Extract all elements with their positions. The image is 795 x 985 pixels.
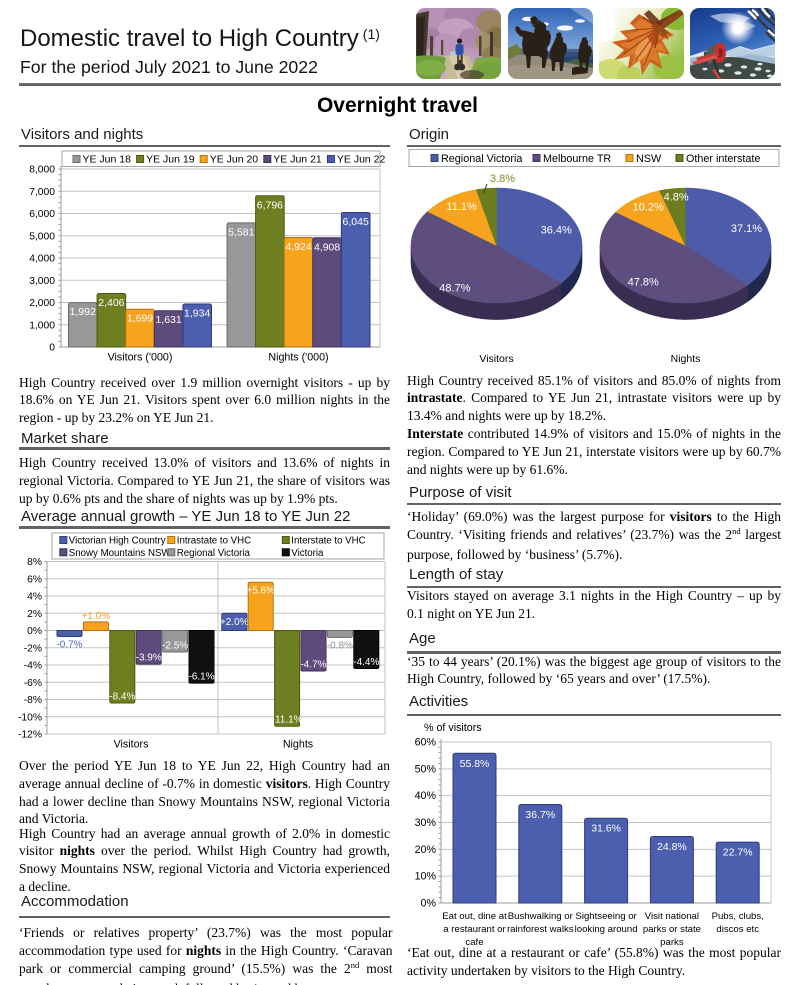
svg-text:10%: 10% [415,871,437,883]
svg-text:2,000: 2,000 [29,298,55,309]
svg-text:YE Jun 19: YE Jun 19 [146,154,195,166]
svg-text:Intrastate to VHC: Intrastate to VHC [177,536,251,547]
svg-text:a restaurant or: a restaurant or [443,924,506,935]
svg-text:36.7%: 36.7% [525,809,555,821]
svg-text:looking around: looking around [575,924,638,935]
svg-text:30%: 30% [415,817,437,829]
svg-text:5,581: 5,581 [228,226,254,238]
svg-text:4%: 4% [27,592,42,603]
svg-text:Nights: Nights [671,353,701,365]
svg-text:1,631: 1,631 [155,314,181,326]
svg-text:-4.7%: -4.7% [300,660,326,671]
svg-text:+1.0%: +1.0% [82,611,111,622]
svg-text:6,796: 6,796 [257,199,283,211]
svg-text:-12%: -12% [18,730,42,741]
svg-text:Regional Victoria: Regional Victoria [177,548,251,559]
svg-text:YE Jun 21: YE Jun 21 [273,154,322,166]
svg-text:+2.0%: +2.0% [220,617,249,628]
svg-text:-4%: -4% [24,661,42,672]
svg-text:Visitors: Visitors [479,353,513,365]
svg-text:Eat out, dine at: Eat out, dine at [442,911,507,922]
svg-text:2%: 2% [27,609,42,620]
svg-text:3,000: 3,000 [29,276,55,287]
svg-text:6%: 6% [27,574,42,585]
svg-text:-2%: -2% [24,643,42,654]
svg-text:4,924: 4,924 [285,241,311,253]
svg-text:-8%: -8% [24,695,42,706]
svg-text:-6%: -6% [24,678,42,689]
svg-text:Victorian High Country: Victorian High Country [69,536,166,547]
svg-text:-0.7%: -0.7% [56,640,82,651]
svg-text:60%: 60% [415,737,437,749]
svg-text:-4.4%: -4.4% [353,657,379,668]
svg-text:55.8%: 55.8% [460,758,490,770]
svg-text:11.1%: 11.1% [446,201,477,213]
svg-text:YE Jun 18: YE Jun 18 [83,154,132,166]
svg-text:-2.5%: -2.5% [162,641,188,652]
svg-text:Bushwalking or: Bushwalking or [508,911,574,922]
svg-text:-0.8%: -0.8% [327,640,353,651]
svg-text:Victoria: Victoria [291,548,324,559]
svg-text:Visitors ('000): Visitors ('000) [108,352,173,364]
svg-text:+5.6%: +5.6% [246,586,275,597]
svg-text:cafe: cafe [465,937,483,948]
svg-text:parks or state: parks or state [643,924,701,935]
svg-text:-6.1%: -6.1% [188,672,214,683]
svg-text:10.2%: 10.2% [633,202,664,214]
svg-text:1,699: 1,699 [127,313,153,325]
svg-text:6,045: 6,045 [343,216,369,228]
svg-text:4.8%: 4.8% [664,192,689,204]
svg-text:% of visitors: % of visitors [424,722,482,734]
svg-text:Nights ('000): Nights ('000) [268,352,328,364]
svg-text:NSW: NSW [636,153,662,165]
svg-text:6,000: 6,000 [29,209,55,220]
svg-text:24.8%: 24.8% [657,841,687,853]
svg-text:50%: 50% [415,763,437,775]
svg-text:0%: 0% [421,898,437,910]
svg-text:4,000: 4,000 [29,254,55,265]
svg-text:Regional Victoria: Regional Victoria [441,153,522,165]
svg-text:36.4%: 36.4% [541,225,572,237]
svg-text:YE Jun 22: YE Jun 22 [337,154,386,166]
svg-text:1,992: 1,992 [70,306,96,318]
svg-text:Other interstate: Other interstate [686,153,760,165]
svg-text:1,934: 1,934 [184,307,210,319]
svg-text:31.6%: 31.6% [591,823,621,835]
svg-text:1,000: 1,000 [29,320,55,331]
svg-text:-10%: -10% [18,712,42,723]
svg-text:Nights: Nights [283,739,313,751]
svg-text:8,000: 8,000 [29,165,55,176]
svg-text:Interstate to VHC: Interstate to VHC [291,536,365,547]
svg-text:20%: 20% [415,844,437,856]
svg-text:-3.9%: -3.9% [136,653,162,664]
svg-text:3.8%: 3.8% [490,173,515,185]
svg-text:-11.1%: -11.1% [272,715,303,726]
svg-text:2,406: 2,406 [98,297,124,309]
svg-text:48.7%: 48.7% [439,282,470,294]
svg-text:parks: parks [660,937,684,948]
svg-text:Snowy Mountains NSW: Snowy Mountains NSW [69,548,172,559]
svg-text:4,908: 4,908 [314,241,340,253]
svg-text:-8.4%: -8.4% [109,691,135,702]
svg-text:8%: 8% [27,557,42,568]
svg-text:40%: 40% [415,790,437,802]
svg-text:Visit national: Visit national [645,911,699,922]
svg-text:47.8%: 47.8% [628,277,659,289]
svg-text:0: 0 [49,343,55,354]
svg-text:5,000: 5,000 [29,231,55,242]
svg-text:7,000: 7,000 [29,187,55,198]
svg-text:Visitors: Visitors [114,739,149,751]
svg-text:discos etc: discos etc [716,924,759,935]
svg-text:Pubs, clubs,: Pubs, clubs, [712,911,764,922]
svg-text:37.1%: 37.1% [731,223,762,235]
svg-text:Sightseeing or: Sightseeing or [575,911,637,922]
svg-text:22.7%: 22.7% [723,847,753,859]
svg-text:rainforest walks: rainforest walks [507,924,574,935]
svg-text:YE Jun 20: YE Jun 20 [210,154,259,166]
svg-text:0%: 0% [27,626,42,637]
svg-text:Melbourne TR: Melbourne TR [543,153,611,165]
